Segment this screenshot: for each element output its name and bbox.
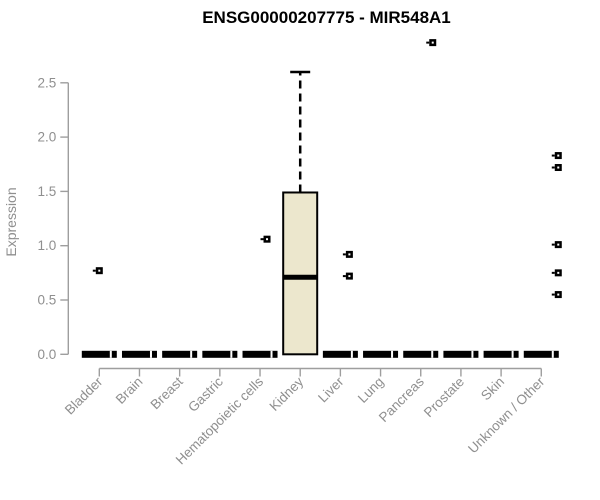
y-tick-label: 2.5	[38, 75, 57, 90]
collapsed-box	[483, 350, 519, 358]
outlier-point-nub	[551, 243, 555, 246]
y-tick-label: 2.0	[38, 130, 57, 145]
x-category-label: Breast	[148, 374, 186, 412]
collapsed-box	[202, 350, 238, 358]
outlier-point-nub	[551, 271, 555, 274]
collapsed-box-notch	[109, 350, 112, 358]
outlier-point-center	[557, 293, 560, 296]
x-category-label: Liver	[315, 374, 347, 406]
iqr-box	[282, 191, 319, 356]
collapsed-box-notch	[391, 350, 394, 358]
outlier-point-nub	[342, 253, 346, 256]
y-tick-label: 0.5	[38, 293, 57, 308]
collapsed-box-notch	[230, 350, 233, 358]
collapsed-box	[523, 350, 559, 358]
y-tick-label: 1.0	[38, 238, 57, 253]
outlier-point-nub	[551, 293, 555, 296]
outlier-point-nub	[92, 269, 96, 272]
collapsed-box-notch	[350, 350, 353, 358]
outlier-point-nub	[342, 275, 346, 278]
outlier-point-center	[557, 166, 560, 169]
x-category-label: Lung	[355, 374, 387, 406]
collapsed-box-notch	[471, 350, 474, 358]
collapsed-box	[403, 350, 439, 358]
outlier-point-center	[557, 271, 560, 274]
outlier-point-center	[348, 275, 351, 278]
collapsed-box	[242, 350, 278, 358]
chart-title: ENSG00000207775 - MIR548A1	[202, 8, 451, 27]
collapsed-box-notch	[431, 350, 434, 358]
collapsed-box-notch	[149, 350, 152, 358]
collapsed-box-notch	[551, 350, 554, 358]
outlier-point-center	[557, 154, 560, 157]
x-category-label: Bladder	[62, 374, 106, 418]
collapsed-box	[443, 350, 479, 358]
outlier-point-nub	[260, 238, 264, 241]
outlier-point-nub	[551, 166, 555, 169]
collapsed-box-notch	[270, 350, 273, 358]
outlier-point-center	[431, 41, 434, 44]
x-category-label: Prostate	[421, 374, 467, 420]
x-category-label: Kidney	[267, 374, 307, 414]
y-axis-title: Expression	[3, 187, 19, 256]
collapsed-box-notch	[511, 350, 514, 358]
x-category-label: Skin	[478, 374, 507, 403]
collapsed-box	[162, 350, 198, 358]
x-category-label: Pancreas	[376, 374, 427, 425]
outlier-point-center	[98, 269, 101, 272]
collapsed-box	[81, 350, 117, 358]
outlier-point-nub	[551, 154, 555, 157]
collapsed-box	[363, 350, 399, 358]
outlier-point-center	[266, 238, 269, 241]
y-tick-label: 1.5	[38, 184, 57, 199]
y-tick-label: 0.0	[38, 347, 57, 362]
outlier-point-nub	[426, 41, 430, 44]
collapsed-box-notch	[190, 350, 193, 358]
outlier-point-center	[557, 243, 560, 246]
collapsed-box	[121, 350, 157, 358]
collapsed-box	[322, 350, 358, 358]
x-category-label: Brain	[113, 374, 146, 407]
x-category-label: Unknown / Other	[465, 374, 548, 457]
outlier-point-center	[348, 253, 351, 256]
